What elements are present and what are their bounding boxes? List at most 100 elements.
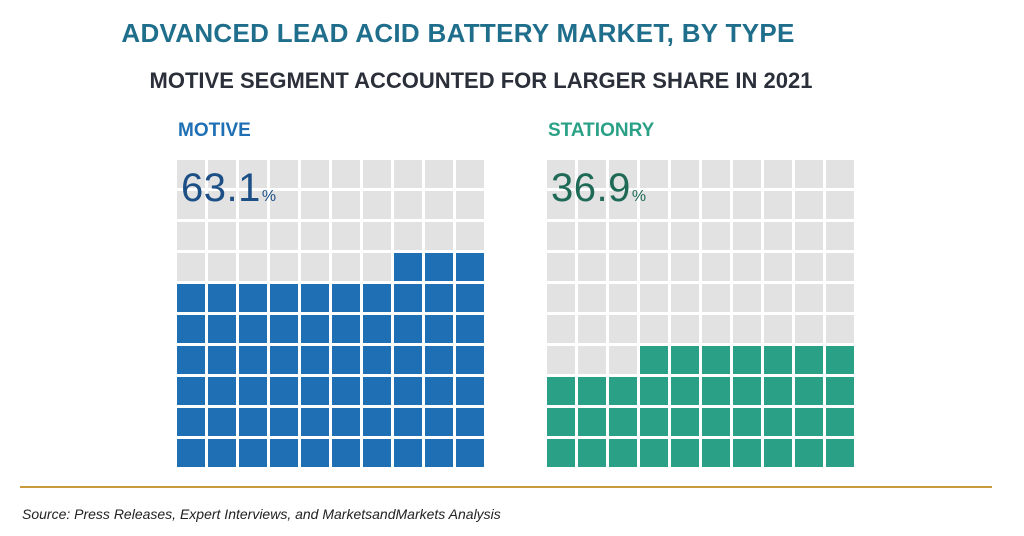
waffle-cell-empty (671, 160, 699, 188)
waffle-cell-filled (425, 439, 453, 467)
waffle-cell-filled (456, 408, 484, 436)
waffle-cell-empty (609, 346, 637, 374)
waffle-cell-filled (425, 346, 453, 374)
waffle-cell-filled (795, 439, 823, 467)
waffle-cell-empty (702, 191, 730, 219)
waffle-cell-filled (764, 346, 792, 374)
waffle-cell-empty (270, 222, 298, 250)
waffle-cell-empty (332, 222, 360, 250)
waffle-cell-empty (671, 315, 699, 343)
waffle-cell-filled (177, 439, 205, 467)
series-label-stationry: STATIONRY (548, 120, 655, 141)
waffle-cell-filled (239, 377, 267, 405)
waffle-cell-empty (733, 315, 761, 343)
waffle-cell-filled (208, 346, 236, 374)
waffle-cell-empty (640, 191, 668, 219)
waffle-cell-filled (239, 315, 267, 343)
waffle-cell-filled (733, 439, 761, 467)
waffle-cell-empty (733, 284, 761, 312)
waffle-cell-filled (640, 439, 668, 467)
waffle-cell-filled (640, 377, 668, 405)
waffle-cell-filled (795, 346, 823, 374)
waffle-cell-empty (702, 253, 730, 281)
waffle-cell-empty (640, 284, 668, 312)
waffle-cell-empty (177, 191, 205, 219)
waffle-panel-stationry: STATIONRY 36.9% (547, 120, 854, 467)
waffle-cell-empty (547, 315, 575, 343)
waffle-cell-empty (826, 191, 854, 219)
waffle-cell-filled (609, 439, 637, 467)
waffle-cell-empty (270, 160, 298, 188)
waffle-cell-filled (363, 315, 391, 343)
waffle-cell-empty (208, 191, 236, 219)
series-value-unit: % (261, 188, 277, 205)
waffle-cell-empty (826, 284, 854, 312)
waffle-cell-filled (702, 439, 730, 467)
source-note: Source: Press Releases, Expert Interview… (22, 506, 501, 522)
waffle-cell-empty (795, 315, 823, 343)
waffle-cell-empty (394, 191, 422, 219)
waffle-cell-empty (456, 222, 484, 250)
waffle-cell-empty (578, 284, 606, 312)
waffle-cell-filled (702, 408, 730, 436)
waffle-cell-empty (702, 160, 730, 188)
waffle-cell-filled (547, 408, 575, 436)
waffle-cell-empty (208, 222, 236, 250)
waffle-cell-filled (363, 284, 391, 312)
waffle-cell-empty (826, 315, 854, 343)
waffle-cell-filled (301, 439, 329, 467)
waffle-cell-filled (425, 377, 453, 405)
waffle-cell-empty (609, 253, 637, 281)
waffle-cell-filled (208, 439, 236, 467)
waffle-cell-filled (795, 377, 823, 405)
waffle-cell-filled (547, 439, 575, 467)
waffle-cell-filled (301, 408, 329, 436)
waffle-cell-empty (547, 346, 575, 374)
waffle-cell-filled (826, 408, 854, 436)
waffle-cell-filled (301, 284, 329, 312)
waffle-cell-empty (301, 160, 329, 188)
waffle-cell-empty (826, 222, 854, 250)
waffle-cell-filled (270, 377, 298, 405)
waffle-cell-empty (640, 315, 668, 343)
series-value-number: 36.9 (551, 166, 631, 210)
waffle-cell-filled (733, 346, 761, 374)
waffle-cell-empty (609, 284, 637, 312)
chart-subtitle: MOTIVE SEGMENT ACCOUNTED FOR LARGER SHAR… (149, 68, 813, 93)
waffle-cell-filled (671, 408, 699, 436)
waffle-cell-filled (208, 408, 236, 436)
waffle-cell-empty (363, 253, 391, 281)
waffle-cell-empty (363, 222, 391, 250)
waffle-cell-filled (239, 346, 267, 374)
waffle-cell-empty (239, 253, 267, 281)
waffle-cell-empty (826, 253, 854, 281)
waffle-cell-empty (578, 191, 606, 219)
waffle-cell-filled (239, 284, 267, 312)
waffle-cell-filled (270, 346, 298, 374)
waffle-cell-filled (363, 408, 391, 436)
waffle-cell-filled (702, 377, 730, 405)
waffle-cell-empty (363, 191, 391, 219)
waffle-cell-empty (177, 160, 205, 188)
series-value-number: 63.1 (181, 166, 261, 210)
waffle-cell-filled (270, 315, 298, 343)
waffle-cell-empty (578, 315, 606, 343)
waffle-cell-filled (671, 377, 699, 405)
waffle-cell-empty (332, 160, 360, 188)
waffle-cell-filled (177, 315, 205, 343)
waffle-cell-filled (547, 377, 575, 405)
waffle-cell-filled (332, 315, 360, 343)
waffle-cell-filled (177, 346, 205, 374)
waffle-cell-empty (425, 160, 453, 188)
waffle-cell-empty (795, 191, 823, 219)
footer-divider (20, 486, 992, 488)
waffle-cell-filled (363, 346, 391, 374)
waffle-cell-empty (764, 191, 792, 219)
waffle-cell-empty (671, 253, 699, 281)
waffle-cell-filled (795, 408, 823, 436)
waffle-cell-empty (547, 160, 575, 188)
waffle-cell-empty (609, 315, 637, 343)
waffle-cell-empty (547, 222, 575, 250)
waffle-cell-empty (177, 222, 205, 250)
waffle-cell-filled (332, 284, 360, 312)
